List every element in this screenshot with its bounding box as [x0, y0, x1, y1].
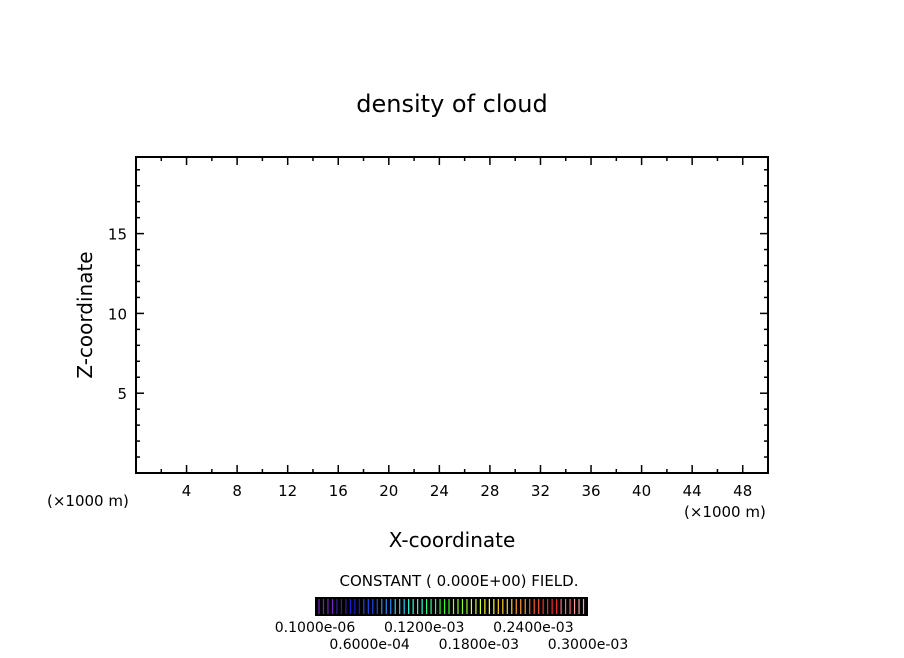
x-tick-label: 28 — [480, 482, 499, 500]
x-tick-label: 48 — [733, 482, 752, 500]
colorbar-background — [315, 597, 588, 616]
colorbar-label: 0.2400e-03 — [493, 620, 573, 636]
colorbar — [318, 599, 585, 614]
axis-ticks — [136, 157, 768, 473]
colorbar-label: 0.1200e-03 — [384, 620, 464, 636]
x-tick-label: 12 — [278, 482, 297, 500]
colorbar-label: 0.1000e-06 — [275, 620, 356, 636]
colorbar-label: 0.6000e-04 — [329, 637, 410, 653]
x-tick-labels: 4 8 12 16 20 24 28 32 36 40 44 48 — [182, 482, 752, 500]
x-tick-label: 40 — [632, 482, 651, 500]
field-note: CONSTANT ( 0.000E+00) FIELD. — [340, 572, 579, 590]
x-tick-label: 36 — [581, 482, 600, 500]
x-tick-label: 24 — [430, 482, 449, 500]
x-unit-label-right: (×1000 m) — [684, 503, 766, 521]
y-tick-label: 5 — [117, 385, 127, 403]
y-tick-labels: 5 10 15 — [108, 226, 127, 404]
x-axis-label: X-coordinate — [389, 528, 516, 552]
colorbar-labels: 0.1000e-060.6000e-040.1200e-030.1800e-03… — [275, 620, 628, 653]
x-tick-label: 44 — [683, 482, 702, 500]
y-tick-label: 15 — [108, 226, 127, 244]
x-tick-label: 20 — [379, 482, 398, 500]
x-tick-label: 32 — [531, 482, 550, 500]
x-unit-label-left: (×1000 m) — [47, 492, 129, 510]
plot-area — [135, 156, 769, 474]
y-axis-label: Z-coordinate — [73, 251, 97, 378]
x-tick-label: 16 — [329, 482, 348, 500]
chart-title: density of cloud — [356, 90, 547, 118]
colorbar-label: 0.1800e-03 — [439, 637, 519, 653]
colorbar-label: 0.3000e-03 — [548, 637, 628, 653]
y-tick-label: 10 — [108, 305, 127, 323]
x-tick-label: 4 — [182, 482, 192, 500]
x-tick-label: 8 — [232, 482, 242, 500]
